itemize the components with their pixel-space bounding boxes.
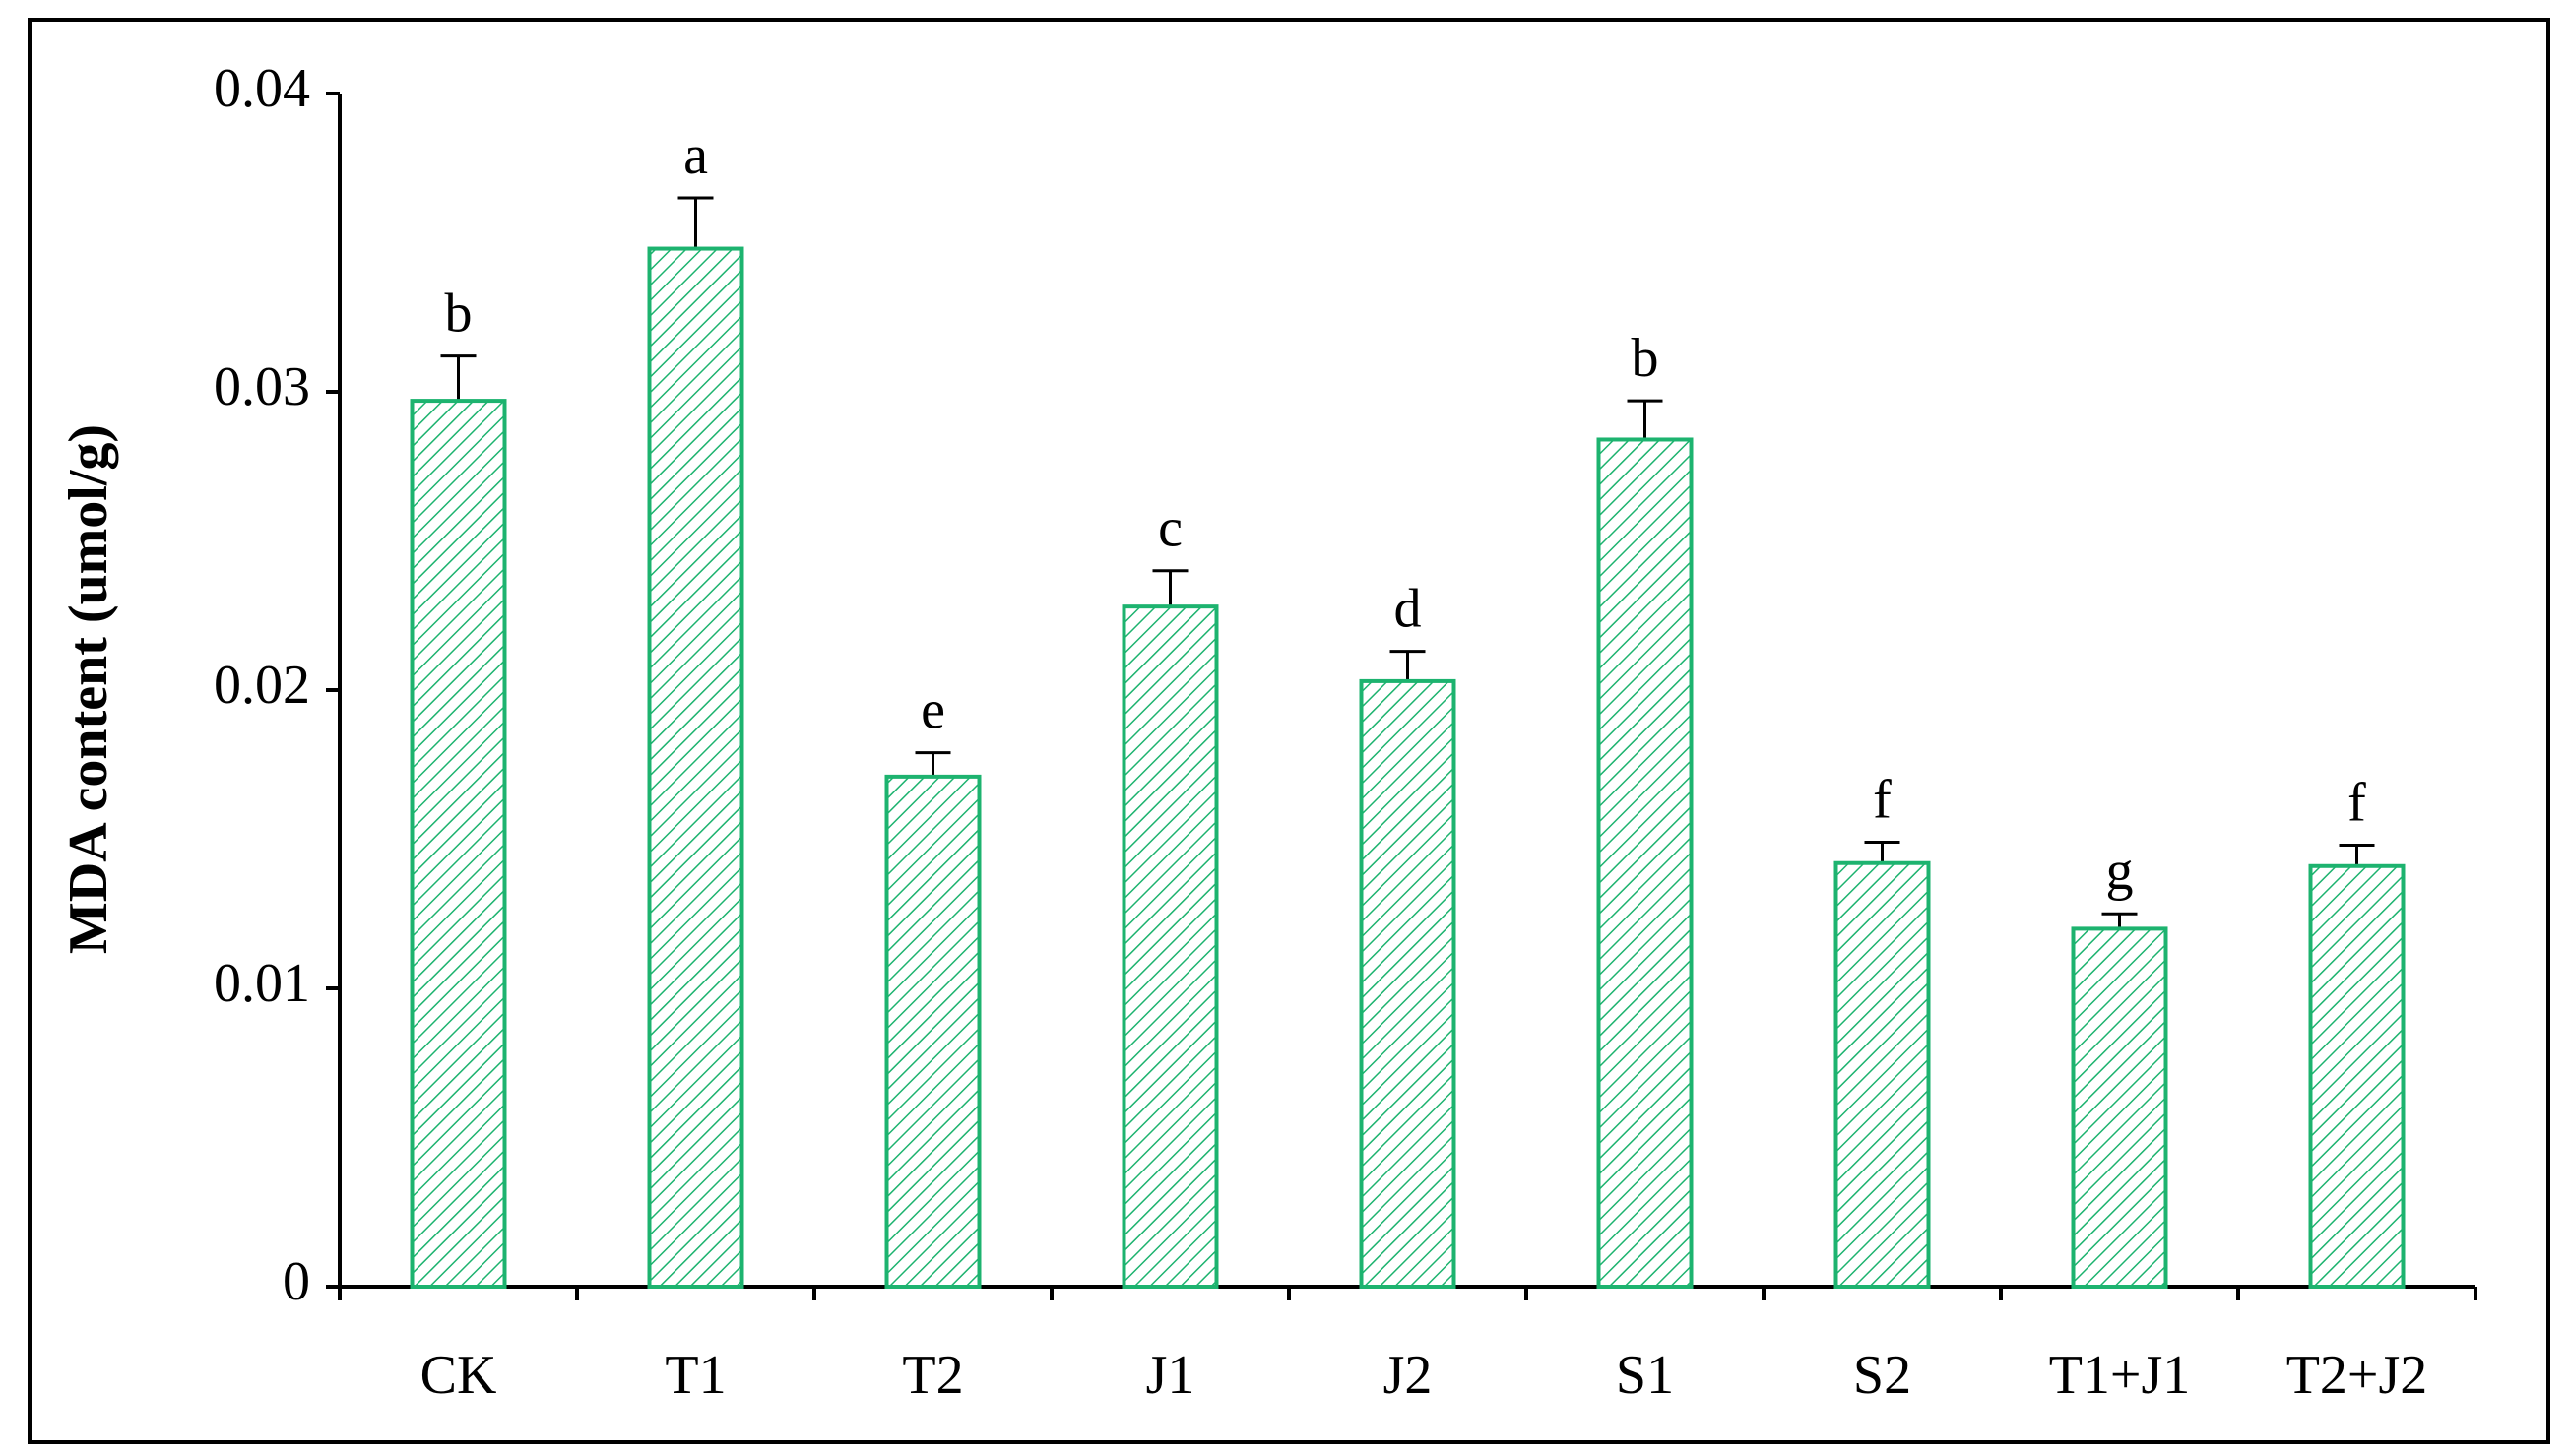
bar xyxy=(1359,678,1456,1289)
y-tick-label: 0 xyxy=(283,1251,310,1312)
y-tick-label: 0.02 xyxy=(214,655,310,716)
significance-letter: b xyxy=(1632,328,1659,389)
bar xyxy=(410,399,507,1289)
error-bar xyxy=(2339,844,2375,866)
bar xyxy=(1833,860,1931,1289)
bar xyxy=(1596,437,1694,1290)
significance-letter: d xyxy=(1394,578,1422,639)
bar xyxy=(2071,926,2168,1290)
error-bar xyxy=(2101,912,2138,929)
frame xyxy=(28,18,2550,1444)
error-bar xyxy=(1864,841,1900,863)
bar xyxy=(884,774,982,1289)
x-tick-label: T2+J2 xyxy=(2286,1345,2428,1406)
x-tick-label: T2 xyxy=(902,1345,963,1406)
significance-letter: f xyxy=(1873,769,1892,830)
significance-letter: a xyxy=(683,125,708,186)
error-bar xyxy=(440,354,477,402)
x-tick-label: J2 xyxy=(1383,1345,1433,1406)
bar xyxy=(1122,604,1219,1289)
significance-letter: c xyxy=(1158,498,1183,559)
significance-letter: g xyxy=(2106,841,2134,902)
error-bar xyxy=(1389,650,1426,681)
error-bar xyxy=(1152,569,1189,607)
bar xyxy=(647,246,744,1289)
x-tick-label: S2 xyxy=(1853,1345,1911,1406)
y-tick-label: 0.01 xyxy=(214,953,310,1014)
y-tick-label: 0.04 xyxy=(214,58,310,119)
x-tick-label: T1 xyxy=(665,1345,726,1406)
x-tick-label: CK xyxy=(420,1345,497,1406)
significance-letter: e xyxy=(921,679,945,740)
significance-letter: b xyxy=(445,283,473,344)
y-axis-label: MDA content (umol/g) xyxy=(58,424,119,954)
x-tick-label: J1 xyxy=(1146,1345,1195,1406)
x-tick-label: S1 xyxy=(1616,1345,1674,1406)
error-bar xyxy=(915,751,951,777)
y-tick-label: 0.03 xyxy=(214,356,310,417)
error-bar xyxy=(1627,399,1663,440)
x-tick-label: T1+J1 xyxy=(2049,1345,2191,1406)
error-bar xyxy=(677,196,714,249)
bar xyxy=(2308,863,2406,1290)
significance-letter: f xyxy=(2347,772,2366,833)
